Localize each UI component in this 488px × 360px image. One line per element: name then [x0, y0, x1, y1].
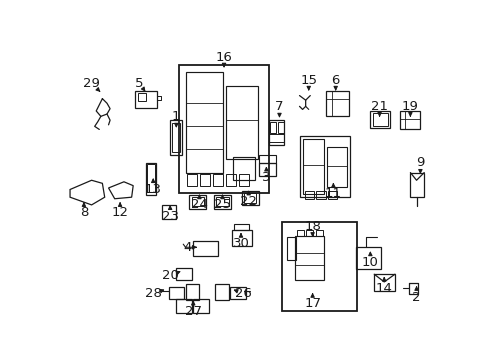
Bar	[176, 268, 191, 280]
Text: 3: 3	[262, 171, 270, 184]
Bar	[179, 65, 268, 193]
Text: 6: 6	[331, 74, 339, 87]
Bar	[270, 122, 276, 132]
Text: 9: 9	[415, 156, 424, 169]
Text: 29: 29	[83, 77, 100, 90]
Bar	[225, 86, 257, 159]
Text: 28: 28	[144, 287, 162, 300]
Text: 17: 17	[304, 297, 321, 310]
Bar	[233, 157, 254, 180]
Text: 15: 15	[300, 74, 317, 87]
Bar	[409, 172, 424, 197]
Bar	[316, 191, 325, 199]
Text: 2: 2	[411, 291, 420, 304]
Bar	[399, 111, 419, 130]
Bar	[147, 164, 154, 192]
Bar	[234, 224, 249, 230]
Bar	[305, 191, 313, 199]
Text: 5: 5	[135, 77, 143, 90]
Bar	[369, 111, 389, 128]
Bar	[168, 287, 183, 299]
Text: 21: 21	[370, 100, 387, 113]
Text: 20: 20	[162, 269, 178, 282]
Bar	[297, 230, 304, 236]
Text: 1: 1	[172, 110, 180, 123]
Text: 8: 8	[80, 206, 88, 219]
Bar	[191, 197, 203, 206]
Bar	[162, 205, 176, 219]
Bar	[277, 122, 284, 132]
Bar	[213, 174, 223, 186]
Bar	[286, 237, 296, 260]
Text: 11: 11	[324, 187, 341, 200]
Text: 22: 22	[240, 194, 257, 208]
Bar	[302, 139, 324, 194]
Bar	[258, 155, 275, 163]
Bar	[315, 230, 322, 236]
Text: 7: 7	[275, 100, 283, 113]
Bar	[214, 195, 230, 209]
Text: 23: 23	[162, 210, 178, 223]
Text: 18: 18	[304, 220, 321, 233]
Bar	[327, 191, 337, 199]
Bar	[214, 284, 228, 300]
Bar	[226, 174, 236, 186]
Bar	[187, 174, 197, 186]
Bar	[281, 222, 357, 311]
Bar	[138, 93, 145, 101]
Bar	[244, 193, 256, 203]
Text: 10: 10	[361, 256, 378, 269]
Bar	[325, 91, 348, 116]
Text: 16: 16	[215, 50, 232, 64]
Text: 4: 4	[183, 241, 191, 254]
Bar	[299, 136, 349, 197]
Bar	[189, 195, 206, 209]
Bar	[268, 134, 284, 142]
Bar	[172, 122, 180, 152]
Bar	[185, 72, 222, 172]
Bar	[373, 274, 394, 291]
Bar	[200, 174, 210, 186]
Bar	[268, 120, 284, 145]
Text: 26: 26	[234, 287, 251, 300]
Text: 14: 14	[375, 282, 392, 294]
Bar	[294, 236, 324, 280]
Bar	[372, 113, 387, 126]
Text: 25: 25	[214, 198, 230, 211]
Text: 13: 13	[144, 183, 162, 196]
Bar	[176, 299, 191, 313]
Bar	[326, 147, 346, 187]
Text: 19: 19	[401, 100, 418, 113]
Bar	[258, 163, 275, 176]
Bar	[185, 284, 199, 300]
Bar	[239, 174, 249, 186]
Text: 12: 12	[111, 206, 128, 219]
Bar	[193, 241, 218, 256]
Bar	[216, 197, 228, 206]
Bar	[145, 163, 156, 195]
Bar	[241, 191, 258, 205]
Bar	[170, 120, 182, 155]
Bar	[135, 91, 157, 108]
Text: 30: 30	[232, 237, 249, 250]
Bar	[306, 230, 313, 236]
Text: 27: 27	[184, 305, 202, 318]
Bar	[356, 247, 380, 269]
Bar	[193, 299, 208, 313]
Bar	[230, 287, 245, 299]
Text: 24: 24	[191, 198, 207, 211]
Bar	[231, 230, 251, 246]
